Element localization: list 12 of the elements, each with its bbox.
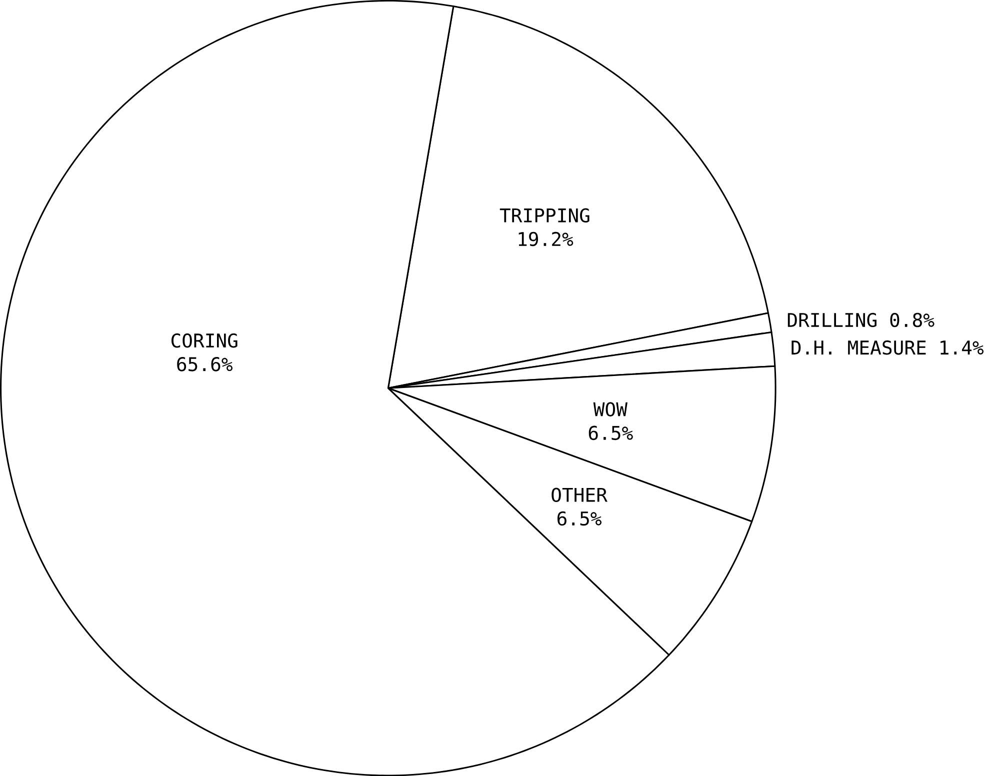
data-label: 6.5% [588, 426, 633, 440]
slice-label: OTHER [552, 488, 608, 502]
data-label: 1.4% [940, 340, 984, 354]
slice-label: D.H. MEASURE [792, 340, 926, 355]
slice-label: WOW [593, 402, 628, 416]
data-label: 6.5% [558, 511, 602, 526]
data-label: 0.8% [890, 312, 934, 327]
slice-label: CORING [172, 333, 238, 348]
slice-label: TRIPPING [500, 208, 590, 222]
slice-label: DRILLING [788, 312, 876, 327]
data-label: 19.2% [518, 232, 574, 246]
data-label: 65.6% [177, 356, 232, 372]
